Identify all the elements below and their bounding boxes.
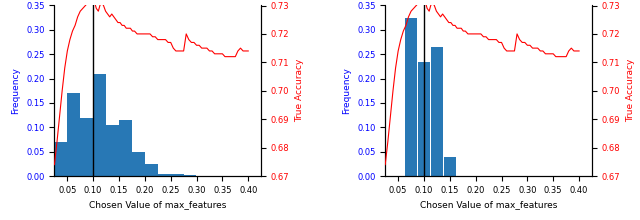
- X-axis label: Chosen Value of max_features: Chosen Value of max_features: [89, 200, 227, 209]
- Y-axis label: True Accuracy: True Accuracy: [626, 59, 635, 123]
- Bar: [132, 152, 145, 176]
- Bar: [67, 93, 80, 176]
- Y-axis label: True Accuracy: True Accuracy: [295, 59, 304, 123]
- Y-axis label: Frequency: Frequency: [12, 67, 20, 114]
- Y-axis label: Frequency: Frequency: [342, 67, 351, 114]
- Bar: [81, 117, 93, 176]
- Bar: [119, 120, 132, 176]
- Bar: [418, 62, 430, 176]
- Bar: [444, 156, 456, 176]
- Bar: [93, 74, 106, 176]
- Bar: [145, 164, 157, 176]
- Bar: [171, 174, 184, 176]
- Bar: [54, 142, 67, 176]
- Bar: [184, 174, 196, 176]
- Bar: [158, 174, 171, 176]
- Bar: [431, 47, 444, 176]
- Bar: [106, 125, 119, 176]
- Bar: [404, 18, 417, 176]
- X-axis label: Chosen Value of max_features: Chosen Value of max_features: [420, 200, 557, 209]
